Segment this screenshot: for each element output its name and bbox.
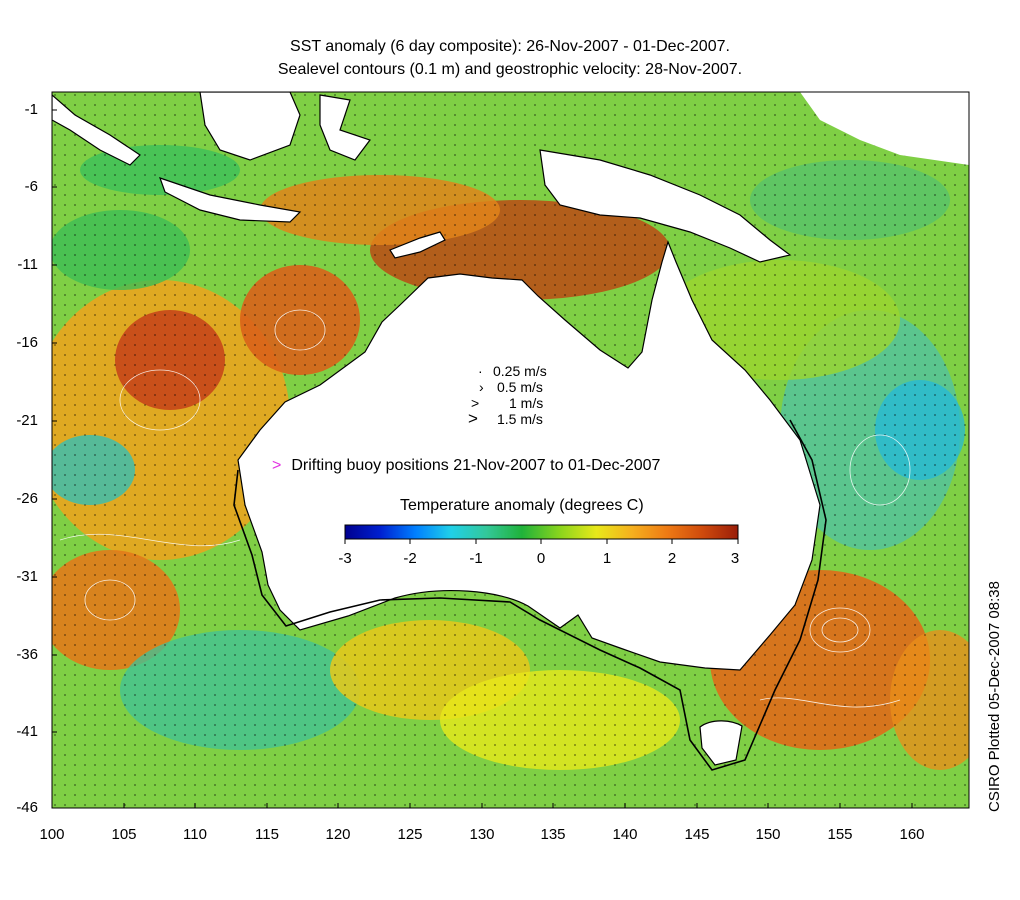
lat-label: -21 [16,412,38,429]
australia-land [237,240,821,671]
pacific-cloud-gap [800,92,969,165]
lat-tick-marks [52,109,57,809]
plot-area [52,92,969,808]
plot-credit: CSIRO Plotted 05-Dec-2007 08:38 [986,581,1003,812]
lat-label: -11 [17,256,38,273]
buoy-legend: > Drifting buoy positions 21-Nov-2007 to … [272,457,660,475]
lon-label: 160 [899,826,925,843]
colorbar-tick-label: -1 [469,550,483,567]
lat-label: -1 [24,101,38,118]
lat-label: -31 [16,568,38,585]
borneo-land [199,92,301,161]
lon-label: 125 [397,826,423,843]
sealevel-contours [59,309,911,708]
velocity-legend-glyph: › [479,379,484,395]
lat-label: -41 [16,723,38,740]
lat-label: -26 [16,490,38,507]
lon-label: 105 [111,826,137,843]
lon-label: 100 [39,826,65,843]
lat-label: -16 [16,334,38,351]
map-title-line-2: Sealevel contours (0.1 m) and geostrophi… [277,61,743,78]
velocity-legend-label: 1.5 m/s [497,411,543,427]
velocity-legend-label: 1 m/s [509,395,544,411]
colorbar-tick-label: 0 [536,550,546,567]
velocity-legend-glyph: > [471,395,480,411]
velocity-legend-label: 0.25 m/s [493,363,547,379]
lon-tick-marks [51,803,913,808]
map-title-line-1: SST anomaly (6 day composite): 26-Nov-20… [290,38,730,55]
lon-label: 110 [183,826,207,843]
velocity-legend-glyph: > [468,409,478,428]
lon-label: 115 [255,826,279,843]
colorbar-title: Temperature anomaly (degrees C) [400,497,644,514]
velocity-legend-label: 0.5 m/s [497,379,543,395]
sulawesi-land [319,94,371,161]
sumatra-land [52,94,141,166]
shelf-contour [233,419,827,771]
colorbar [344,524,739,540]
lat-label: -46 [16,799,38,816]
lon-label: 145 [684,826,710,843]
colorbar-tick-label: 2 [667,550,677,567]
lon-label: 150 [755,826,781,843]
lat-label: -36 [16,646,38,663]
colorbar-tick-marks [344,539,739,544]
lon-label: 130 [469,826,495,843]
new-guinea-land [539,149,792,263]
lon-label: 135 [540,826,566,843]
java-land [159,177,302,223]
lat-label: -6 [24,178,38,195]
lon-label: 155 [827,826,853,843]
tasmania-land [699,720,743,766]
buoy-marker-icon: > [272,457,282,474]
colorbar-tick-label: 1 [602,550,612,567]
velocity-legend-glyph: · [478,363,483,379]
colorbar-tick-label: -3 [338,550,352,567]
lon-label: 140 [612,826,638,843]
land-masses [52,92,969,766]
buoy-legend-label: Drifting buoy positions 21-Nov-2007 to 0… [291,457,661,474]
colorbar-tick-label: -2 [403,550,417,567]
timor-land [389,231,446,259]
plot-frame [51,91,970,809]
lon-label: 120 [325,826,351,843]
colorbar-tick-label: 3 [730,550,740,567]
